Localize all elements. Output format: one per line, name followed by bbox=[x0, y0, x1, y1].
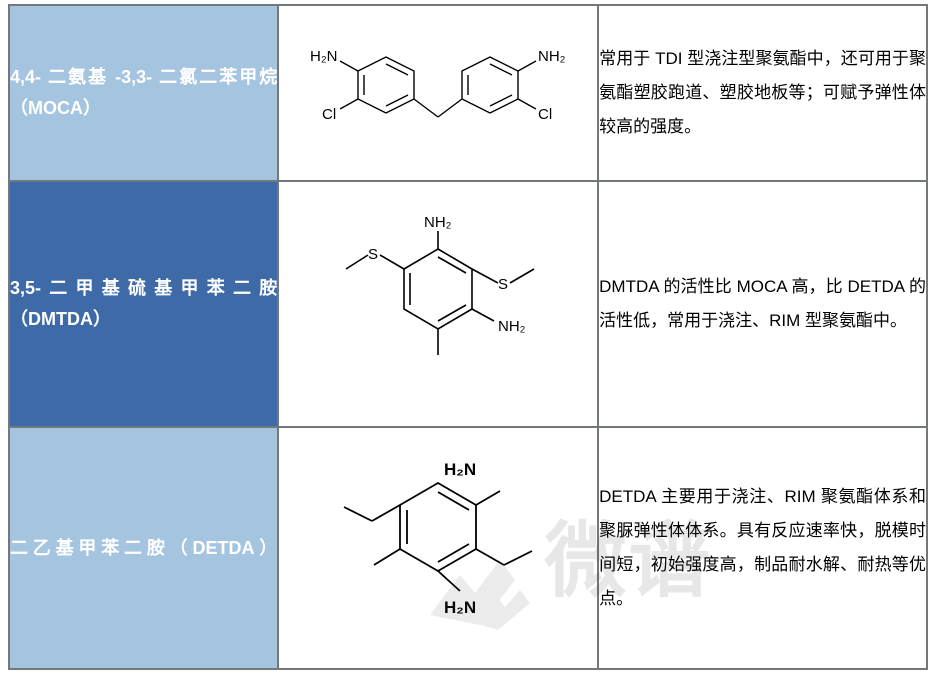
svg-text:NH₂: NH₂ bbox=[538, 48, 566, 65]
description-cell: DETDA 主要用于浇注、RIM 聚氨酯体系和聚脲弹性体体系。具有反应速率快，脱… bbox=[598, 427, 927, 669]
svg-text:H₂N: H₂N bbox=[444, 460, 476, 479]
structure-cell: H₂N H₂N bbox=[278, 427, 598, 669]
table-row: 4,4- 二氨基 -3,3- 二氯二苯甲烷（MOCA） H₂N NH₂ Cl bbox=[9, 5, 927, 181]
structure-cell: NH₂ NH₂ S S bbox=[278, 181, 598, 427]
compound-name-cell: 4,4- 二氨基 -3,3- 二氯二苯甲烷（MOCA） bbox=[9, 5, 278, 181]
svg-text:S: S bbox=[498, 276, 508, 293]
svg-text:S: S bbox=[368, 246, 378, 263]
description-cell: DMTDA 的活性比 MOCA 高，比 DETDA 的活性低，常用于浇注、RIM… bbox=[598, 181, 927, 427]
chemical-table: 4,4- 二氨基 -3,3- 二氯二苯甲烷（MOCA） H₂N NH₂ Cl bbox=[8, 4, 928, 670]
compound-name-cell: 二乙基甲苯二胺（DETDA） bbox=[9, 427, 278, 669]
svg-text:H₂N: H₂N bbox=[444, 598, 476, 617]
svg-text:NH₂: NH₂ bbox=[424, 214, 452, 231]
description-cell: 常用于 TDI 型浇注型聚氨酯中，还可用于聚氨酯塑胶跑道、塑胶地板等；可赋予弹性… bbox=[598, 5, 927, 181]
svg-text:NH₂: NH₂ bbox=[498, 318, 526, 335]
svg-text:Cl: Cl bbox=[538, 106, 552, 123]
table-row: 3,5-二甲基硫基甲苯二胺（DMTDA） NH₂ NH₂ S S bbox=[9, 181, 927, 427]
svg-text:Cl: Cl bbox=[322, 106, 336, 123]
table-row: 二乙基甲苯二胺（DETDA） H₂N H₂N DETDA 主要用于浇注、R bbox=[9, 427, 927, 669]
structure-cell: H₂N NH₂ Cl Cl bbox=[278, 5, 598, 181]
compound-name-cell: 3,5-二甲基硫基甲苯二胺（DMTDA） bbox=[9, 181, 278, 427]
svg-text:H₂N: H₂N bbox=[310, 48, 338, 65]
